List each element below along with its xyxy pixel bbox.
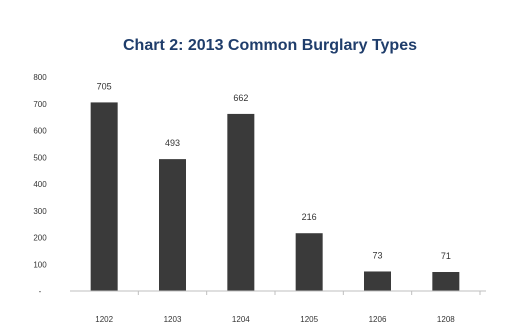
y-tick-label: 800: [33, 73, 47, 82]
x-tick-label: 1206: [369, 315, 387, 324]
bar: [295, 233, 323, 291]
bar: [90, 102, 118, 291]
y-tick-label: 100: [33, 260, 47, 269]
data-label: 71: [441, 251, 451, 261]
y-tick-label: 400: [33, 180, 47, 189]
x-tick-label: 1203: [164, 315, 182, 324]
data-label: 493: [165, 138, 180, 148]
y-tick-label: -: [39, 287, 42, 296]
x-tick-label: 1204: [232, 315, 250, 324]
bar: [227, 113, 255, 291]
data-label: 705: [97, 81, 112, 91]
y-tick-label: 200: [33, 234, 47, 243]
data-label: 216: [302, 212, 317, 222]
bar: [432, 272, 460, 291]
y-axis: - 100 200 300 400 500 600 700 800: [33, 73, 47, 296]
chart-title: Chart 2: 2013 Common Burglary Types: [123, 37, 417, 54]
x-tick-label: 1205: [300, 315, 318, 324]
data-label: 662: [233, 93, 248, 103]
x-axis: 1202 1203 1204 1205 1206 1208: [70, 290, 486, 324]
bar: [159, 159, 186, 291]
y-tick-label: 300: [33, 207, 47, 216]
data-label: 73: [372, 250, 382, 260]
x-tick-label: 1202: [95, 315, 113, 324]
y-tick-label: 700: [33, 100, 47, 109]
bars: 705 493 662 216 73 71: [90, 81, 460, 291]
y-tick-label: 500: [33, 153, 47, 162]
y-tick-label: 600: [33, 127, 47, 136]
x-tick-label: 1208: [437, 315, 455, 324]
bar: [364, 271, 391, 291]
